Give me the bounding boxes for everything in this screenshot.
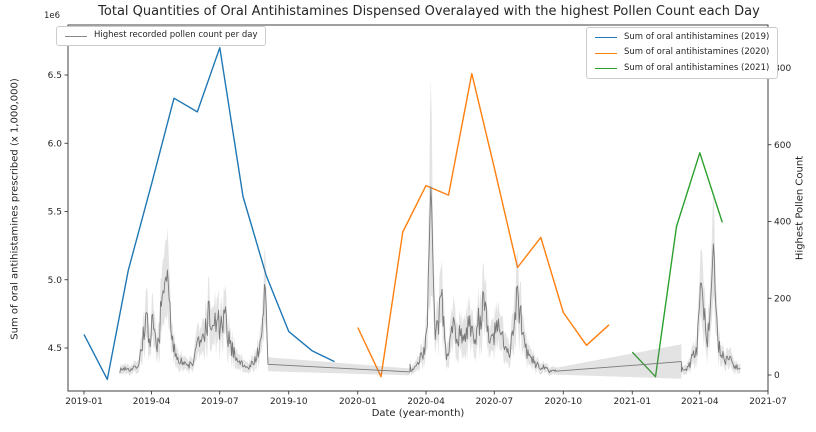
antihistamine-series: [83, 47, 723, 381]
pollen-series: [119, 78, 741, 379]
x-tick-label: 2019-07: [201, 397, 239, 407]
y-left-tick-label: 6.0: [48, 139, 63, 149]
y-left-tick-label: 5.5: [48, 208, 62, 218]
y-right-tick-label: 200: [774, 294, 791, 304]
x-tick-label: 2019-04: [133, 397, 171, 407]
y-right-tick-label: 400: [774, 218, 791, 228]
chart-title: Total Quantities of Oral Antihistamines …: [98, 4, 760, 19]
series-line-2019: [83, 47, 335, 381]
y-axis-left-label: Sum of oral antihistamines prescribed (x…: [9, 78, 21, 340]
series-line-2021: [631, 152, 723, 378]
y-axis-offset-label: 1e6: [44, 11, 61, 21]
x-tick-label: 2020-01: [339, 397, 377, 407]
x-tick-label: 2020-10: [544, 397, 582, 407]
x-tick-label: 2021-01: [613, 397, 651, 407]
y-left-tick-label: 6.5: [48, 71, 62, 81]
legend-2019-label: Sum of oral antihistamines (2019): [624, 31, 770, 42]
y-axis-right-label: Highest Pollen Count: [794, 155, 806, 261]
legend-pollen-label: Highest recorded pollen count per day: [94, 30, 258, 41]
legend-row-2019: Sum of oral antihistamines (2019): [595, 30, 769, 46]
legend-row-pollen: Highest recorded pollen count per day: [65, 28, 257, 44]
y-right-tick-label: 800: [774, 64, 791, 74]
plot-border: [67, 24, 769, 392]
x-tick-label: 2020-07: [475, 397, 513, 407]
pollen-line-sample-icon: [65, 35, 87, 37]
series-2021-line-sample-icon: [595, 68, 617, 69]
legend-2021-label: Sum of oral antihistamines (2021): [624, 62, 770, 73]
series-line-2020: [357, 72, 610, 378]
x-tick-label: 2021-04: [681, 397, 719, 407]
y-right-tick-label: 0: [774, 371, 780, 381]
axis-ticks: 2019-01 2019-04 2019-07 2019-10 2020-01 2020-…: [48, 64, 792, 407]
series-2019-line-sample-icon: [595, 37, 617, 38]
legend-2020-label: Sum of oral antihistamines (2020): [624, 47, 770, 58]
legend-row-2020: Sum of oral antihistamines (2020): [595, 45, 769, 61]
legend-row-2021: Sum of oral antihistamines (2021): [595, 61, 769, 77]
x-tick-label: 2019-10: [270, 397, 308, 407]
y-right-tick-label: 600: [774, 141, 791, 151]
x-axis-label: Date (year-month): [371, 408, 465, 419]
legend-pollen: Highest recorded pollen count per day: [56, 26, 267, 46]
y-left-tick-label: 5.0: [48, 276, 63, 286]
x-tick-label: 2021-07: [749, 397, 787, 407]
pollen-line: [119, 186, 741, 374]
x-tick-label: 2020-04: [407, 397, 445, 407]
series-2020-line-sample-icon: [595, 52, 617, 54]
x-tick-label: 2019-01: [65, 397, 103, 407]
legend-series: Sum of oral antihistamines (2019) Sum of…: [586, 27, 779, 79]
y-left-tick-label: 4.5: [48, 344, 62, 354]
